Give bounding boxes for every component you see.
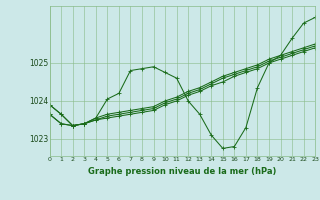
X-axis label: Graphe pression niveau de la mer (hPa): Graphe pression niveau de la mer (hPa) <box>88 167 276 176</box>
